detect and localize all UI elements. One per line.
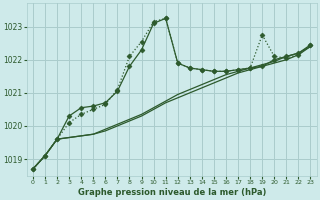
X-axis label: Graphe pression niveau de la mer (hPa): Graphe pression niveau de la mer (hPa)	[77, 188, 266, 197]
